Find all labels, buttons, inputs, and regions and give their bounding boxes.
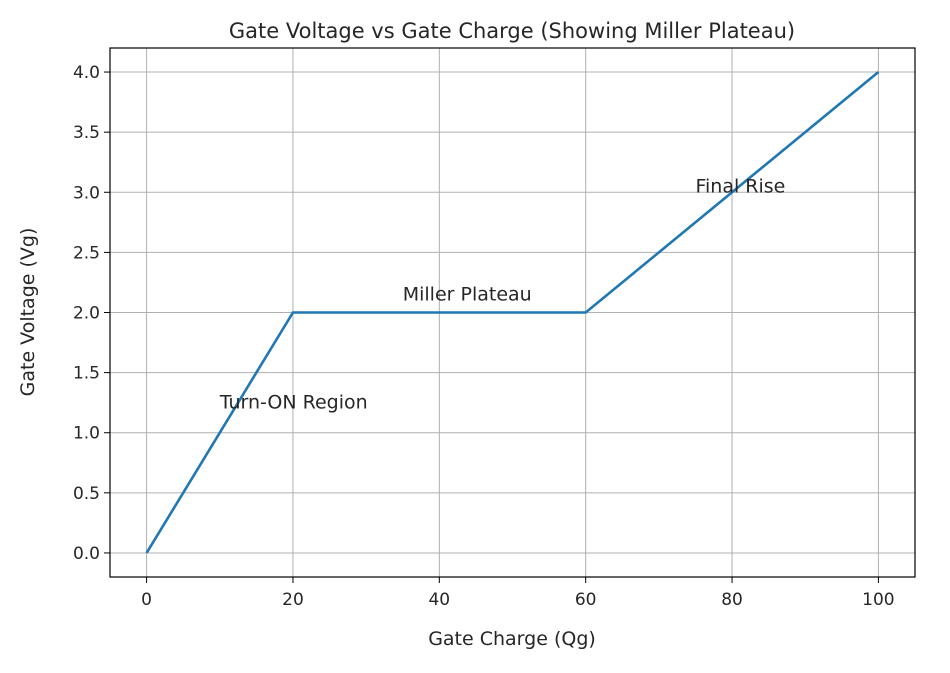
y-tick-label: 0.5 (73, 484, 100, 504)
x-axis-label: Gate Charge (Qg) (428, 628, 596, 650)
y-tick-label: 2.0 (73, 304, 100, 324)
x-tick-label: 20 (282, 590, 304, 610)
y-tick-label: 2.5 (73, 243, 100, 263)
y-tick-label: 1.5 (73, 364, 100, 384)
annotation-label: Miller Plateau (403, 283, 532, 305)
grid (110, 48, 915, 577)
y-tick-label: 4.0 (73, 63, 100, 83)
y-tick-label: 3.5 (73, 123, 100, 143)
x-tick-label: 80 (721, 590, 743, 610)
ticks: 0 20 40 60 80 100 0.0 0.5 1.0 1.5 2.0 2.5 3.0 3.5 4.0 (73, 63, 895, 610)
series-line (145, 71, 880, 554)
chart-title: Gate Voltage vs Gate Charge (Showing Mil… (229, 19, 795, 43)
y-tick-label: 1.0 (73, 424, 100, 444)
x-tick-label: 0 (141, 590, 152, 610)
series-layer (145, 71, 880, 554)
x-tick-label: 100 (862, 590, 894, 610)
annotation-label: Final Rise (695, 175, 785, 197)
x-tick-label: 40 (428, 590, 450, 610)
annotations: Turn-ON Region Miller Plateau Final Rise (219, 175, 786, 413)
x-tick-label: 60 (575, 590, 597, 610)
y-tick-label: 3.0 (73, 183, 100, 203)
y-axis-label: Gate Voltage (Vg) (17, 228, 39, 397)
annotation-label: Turn-ON Region (219, 392, 368, 414)
y-tick-label: 0.0 (73, 544, 100, 564)
